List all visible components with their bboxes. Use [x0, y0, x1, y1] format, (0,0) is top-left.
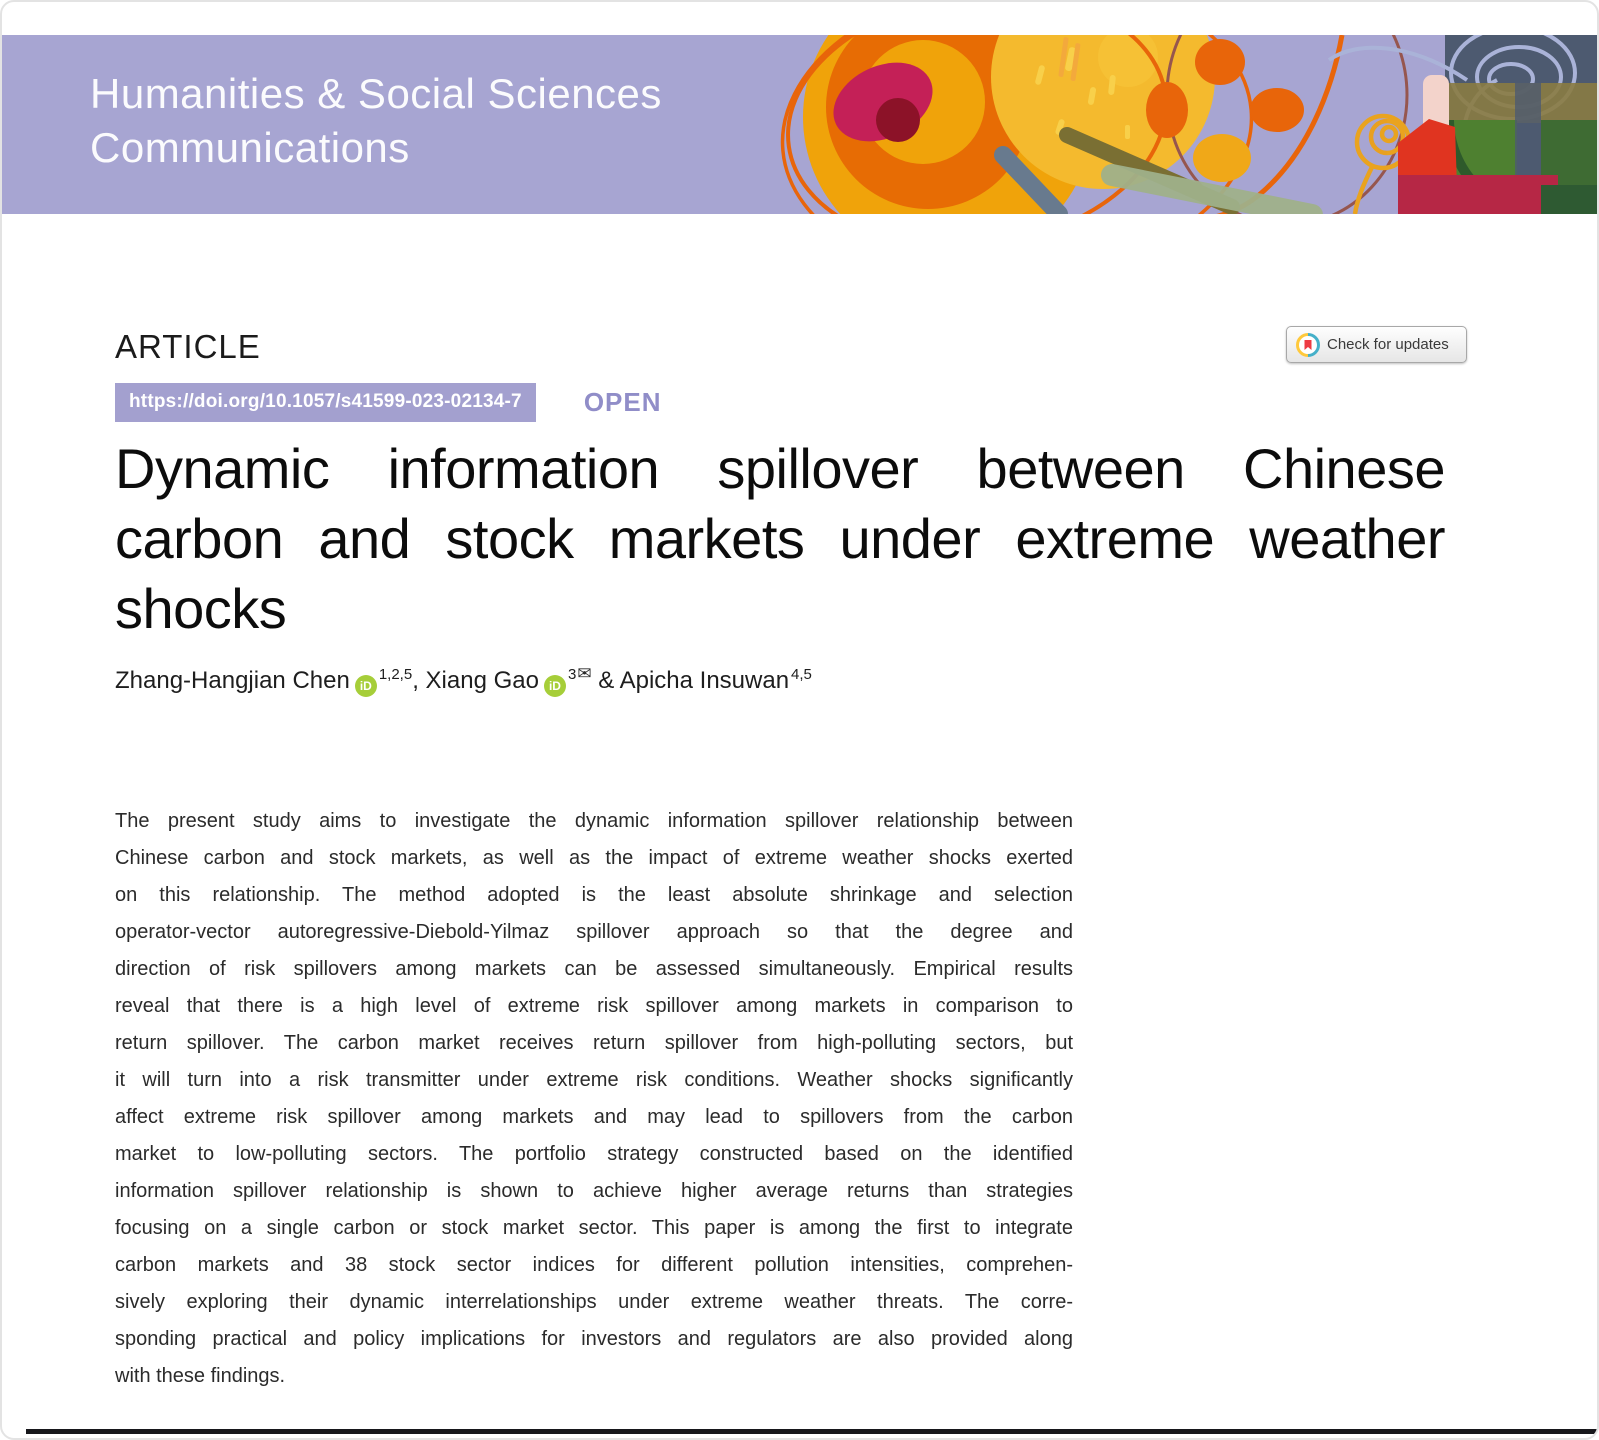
abstract-line: on this relationship. The method adopted… [115, 884, 1073, 906]
title-line: carbon and stock markets under extreme w… [115, 507, 1446, 570]
authors-line: Zhang-Hangjian Chen iD1,2,5, Xiang Gao iD3… [115, 664, 812, 697]
orcid-icon[interactable]: iD [354, 675, 377, 697]
title-line: Dynamic information spillover between Ch… [115, 437, 1446, 500]
abstract-line: it will turn into a risk transmitter und… [115, 1069, 1073, 1091]
article-type-label: ARTICLE [115, 328, 261, 365]
journal-banner: Humanities & Social Sciences Communicati… [2, 35, 1597, 214]
abstract-line: sively exploring their dynamic interrela… [115, 1291, 1073, 1313]
email-icon[interactable]: ✉ [577, 664, 592, 683]
open-access-label: OPEN [583, 387, 662, 417]
abstract-line: operator-vector autoregressive-Diebold-Y… [115, 921, 1073, 943]
author-name[interactable]: Apicha Insuwan [619, 667, 790, 694]
abstract-line: affect extreme risk spillover among mark… [115, 1106, 1073, 1128]
author-affiliations: 1,2,5 [378, 666, 413, 683]
author: Xiang Gao iD3✉ & [425, 664, 620, 697]
author-affiliations: 3 [567, 666, 577, 683]
journal-name: Humanities & Social Sciences Communicati… [90, 67, 662, 175]
author-name[interactable]: Zhang-Hangjian Chen [115, 667, 350, 694]
banner-artwork [780, 35, 1597, 214]
author: Apicha Insuwan 4,5 [619, 666, 812, 694]
abstract-line: reveal that there is a high level of ext… [115, 995, 1073, 1017]
doi-link[interactable]: https://doi.org/10.1057/s41599-023-02134… [115, 383, 536, 422]
author: Zhang-Hangjian Chen iD1,2,5, [115, 666, 426, 697]
abstract-line: The present study aims to investigate th… [115, 810, 1073, 832]
page-bottom-rule [26, 1429, 1597, 1434]
article-title: Dynamic information spillover between Ch… [115, 434, 1446, 644]
author-name[interactable]: Xiang Gao [425, 667, 539, 694]
abstract-line: sponding practical and policy implicatio… [115, 1328, 1073, 1350]
doi-row: https://doi.org/10.1057/s41599-023-02134… [115, 383, 662, 422]
abstract-line: with these findings. [115, 1365, 286, 1387]
author-separator: , [412, 667, 426, 694]
author-separator: & [591, 667, 620, 694]
orcid-icon[interactable]: iD [543, 675, 566, 697]
check-for-updates-label: Check for updates [1327, 336, 1449, 353]
abstract-line: direction of risk spillovers among marke… [115, 958, 1073, 980]
abstract: The present study aims to investigate th… [115, 803, 1073, 1395]
journal-name-line2: Communications [90, 124, 410, 171]
check-for-updates-button[interactable]: Check for updates [1286, 326, 1467, 363]
crossmark-icon [1296, 332, 1320, 357]
abstract-line: carbon markets and 38 stock sector indic… [115, 1254, 1073, 1276]
abstract-line: market to low-polluting sectors. The por… [115, 1143, 1073, 1165]
abstract-line: return spillover. The carbon market rece… [115, 1032, 1073, 1054]
journal-name-line1: Humanities & Social Sciences [90, 70, 662, 117]
title-line: shocks [115, 577, 287, 640]
abstract-line: focusing on a single carbon or stock mar… [115, 1217, 1073, 1239]
abstract-line: Chinese carbon and stock markets, as wel… [115, 847, 1073, 869]
author-affiliations: 4,5 [791, 666, 812, 683]
abstract-line: information spillover relationship is sh… [115, 1180, 1073, 1202]
